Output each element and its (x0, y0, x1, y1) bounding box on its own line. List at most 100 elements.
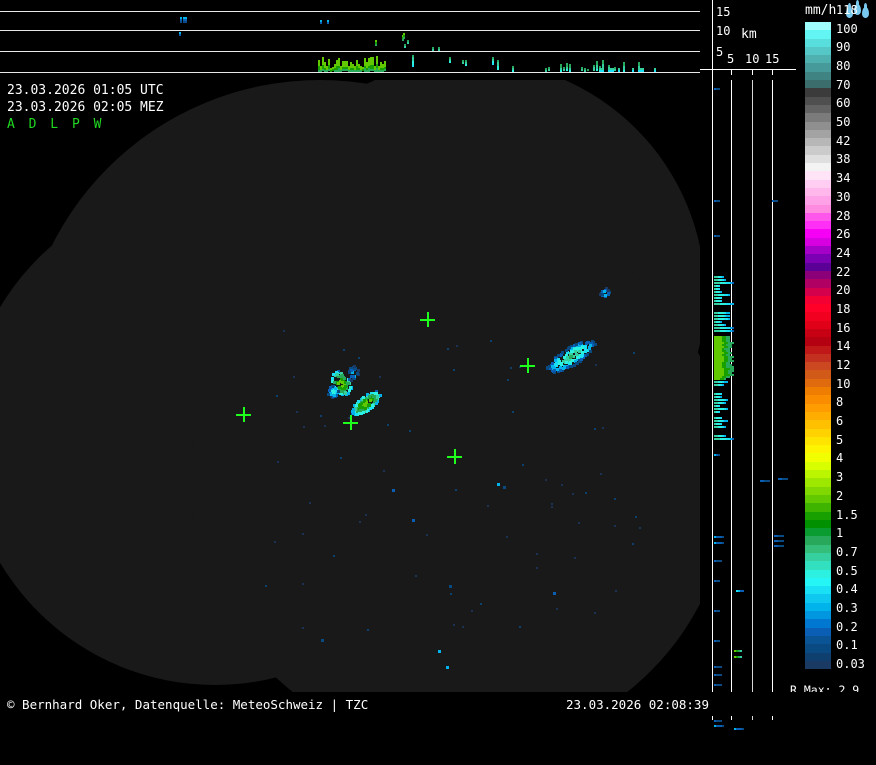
echo-pixel (574, 350, 577, 353)
legend-color-segment (805, 577, 831, 587)
echo-pixel (358, 66, 360, 68)
echo-pixel (336, 373, 339, 376)
echo-pixel (720, 350, 722, 352)
echo-pixel (726, 294, 728, 296)
echo-pixel (638, 64, 640, 66)
echo-pixel (722, 344, 724, 346)
echo-pixel (718, 279, 720, 281)
legend-color-segment (805, 30, 831, 39)
echo-pixel (716, 426, 718, 428)
echo-pixel (352, 411, 355, 414)
echo-pixel (412, 63, 414, 65)
echo-pixel (330, 70, 332, 72)
echo-pixel (720, 321, 722, 323)
echo-pixel (375, 390, 378, 393)
ysec-gridline-10km (752, 80, 753, 720)
echo-pixel (784, 478, 786, 480)
echo-pixel (722, 303, 724, 305)
echo-pixel (512, 66, 514, 68)
radar-station-marker[interactable] (420, 312, 435, 327)
echo-pixel (553, 369, 556, 372)
legend-tick-label: 70 (836, 77, 851, 92)
echo-pixel (577, 347, 580, 350)
echo-pixel (778, 535, 780, 537)
echo-pixel (561, 351, 564, 354)
echo-pixel (718, 666, 720, 668)
echo-pixel (718, 276, 720, 278)
echo-pixel (714, 536, 716, 538)
echo-pixel (366, 70, 368, 72)
echo-pixel (714, 542, 716, 544)
echo-pixel (714, 200, 716, 202)
echo-pixel (563, 67, 565, 69)
echo-pixel (724, 312, 726, 314)
echo-pixel (786, 478, 788, 480)
echo-pixel (730, 282, 732, 284)
echo-pixel (507, 379, 509, 381)
echo-pixel (722, 338, 724, 340)
echo-pixel (718, 358, 720, 360)
echo-pixel (638, 68, 640, 70)
echo-pixel (718, 610, 720, 612)
echo-pixel (576, 356, 579, 359)
echo-pixel (603, 290, 606, 293)
legend-color-segment (805, 146, 831, 155)
echo-pixel (356, 64, 358, 66)
echo-pixel (382, 70, 384, 72)
legend-color-segment (805, 652, 831, 661)
echo-pixel (382, 64, 384, 66)
echo-pixel (375, 42, 377, 44)
echo-pixel (714, 674, 716, 676)
echo-pixel (309, 502, 311, 504)
echo-pixel (720, 536, 722, 538)
echo-pixel (374, 70, 376, 72)
legend-color-segment (805, 378, 831, 388)
echo-pixel (716, 344, 718, 346)
echo-pixel (352, 408, 355, 411)
echo-pixel (738, 656, 740, 658)
echo-pixel (724, 338, 726, 340)
echo-pixel (718, 417, 720, 419)
echo-pixel (612, 70, 614, 72)
echo-pixel (185, 19, 187, 21)
echo-pixel (340, 68, 342, 70)
echo-pixel (352, 377, 355, 380)
echo-pixel (462, 626, 464, 628)
echo-pixel (633, 352, 635, 354)
echo-pixel (730, 368, 732, 370)
echo-pixel (728, 356, 730, 358)
radar-station-marker[interactable] (343, 415, 358, 430)
radar-map[interactable] (0, 80, 700, 692)
echo-pixel (714, 315, 716, 317)
echo-pixel (726, 354, 728, 356)
echo-pixel (714, 402, 716, 404)
echo-pixel (352, 66, 354, 68)
echo-pixel (356, 60, 358, 62)
echo-pixel (368, 64, 370, 66)
echo-pixel (344, 65, 346, 67)
echo-pixel (720, 318, 722, 320)
echo-pixel (722, 438, 724, 440)
echo-pixel (718, 405, 720, 407)
echo-pixel (302, 627, 304, 629)
echo-pixel (596, 69, 598, 71)
radar-station-marker[interactable] (520, 358, 535, 373)
echo-pixel (618, 68, 620, 70)
echo-pixel (730, 327, 732, 329)
echo-pixel (376, 394, 379, 397)
htick-5: 5 (727, 52, 735, 66)
echo-pixel (718, 364, 720, 366)
echo-pixel (714, 348, 716, 350)
echo-pixel (344, 391, 347, 394)
echo-pixel (720, 282, 722, 284)
legend-tick-label: 18 (836, 301, 851, 316)
radar-station-marker[interactable] (447, 449, 462, 464)
radar-station-marker[interactable] (236, 407, 251, 422)
echo-pixel (324, 66, 326, 68)
echo-pixel (380, 62, 382, 64)
echo-pixel (720, 294, 722, 296)
echo-pixel (724, 348, 726, 350)
echo-pixel (364, 70, 366, 72)
echo-pixel (716, 536, 718, 538)
legend-color-segment (805, 635, 831, 645)
